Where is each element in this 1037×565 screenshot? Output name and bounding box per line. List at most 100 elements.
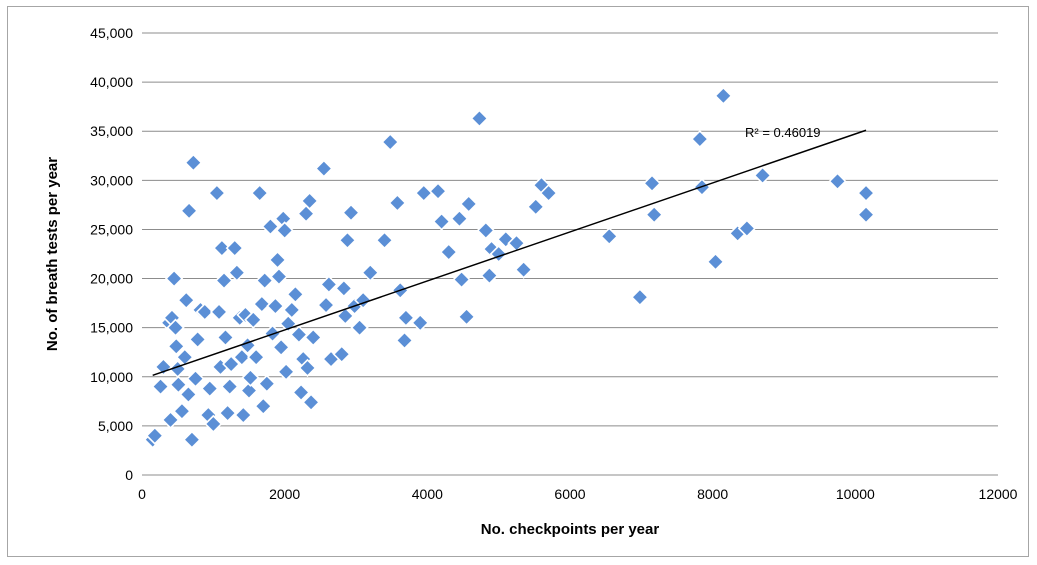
data-point (268, 250, 287, 270)
data-point (222, 354, 241, 374)
data-point (411, 313, 430, 332)
data-point (209, 302, 229, 322)
data-point (214, 271, 234, 290)
x-tick-label: 0 (138, 486, 146, 502)
data-point (276, 362, 296, 381)
y-tick-label: 25,000 (90, 221, 133, 237)
data-point (856, 205, 876, 224)
data-point (514, 260, 533, 279)
data-point (207, 183, 227, 203)
data-point (225, 238, 244, 258)
data-point (338, 231, 357, 250)
data-point (706, 252, 725, 271)
data-point (526, 197, 545, 216)
data-point (172, 402, 192, 421)
data-point (212, 238, 232, 258)
data-point (296, 204, 316, 223)
data-point (450, 209, 469, 228)
data-point (220, 377, 239, 396)
r-squared-label: R² = 0.46019 (745, 125, 821, 140)
y-tick-label: 20,000 (90, 271, 133, 287)
data-point (332, 345, 351, 364)
data-point (200, 379, 219, 398)
data-point (381, 132, 400, 152)
x-axis-ticks: 0 2000 4000 6000 8000 10000 12000 (138, 486, 1018, 502)
y-tick-label: 45,000 (90, 25, 133, 41)
y-tick-label: 35,000 (90, 123, 133, 139)
x-tick-label: 10000 (836, 486, 875, 502)
data-point (275, 221, 294, 240)
data-point (396, 308, 416, 327)
data-points (143, 86, 876, 449)
x-tick-label: 8000 (697, 486, 728, 502)
data-point (291, 383, 311, 402)
x-axis-title: No. checkpoints per year (481, 521, 660, 538)
data-point (714, 86, 733, 105)
data-point (690, 129, 709, 149)
data-point (232, 348, 251, 367)
data-point (179, 201, 199, 220)
data-point (457, 307, 476, 326)
data-point (630, 288, 650, 307)
data-point (334, 279, 354, 298)
data-point (216, 328, 235, 347)
data-point (175, 348, 194, 367)
data-point (439, 242, 458, 262)
data-point (301, 393, 321, 412)
x-tick-label: 6000 (554, 486, 585, 502)
data-point (164, 269, 184, 288)
data-point (218, 403, 237, 423)
data-point (314, 159, 334, 178)
data-point (247, 348, 266, 367)
data-point (476, 221, 495, 240)
data-point (645, 205, 664, 224)
data-point (452, 270, 471, 289)
data-point (257, 374, 276, 393)
data-point (177, 291, 196, 310)
data-point (255, 271, 274, 290)
data-point (300, 191, 319, 211)
data-point (204, 414, 223, 434)
data-point (470, 109, 489, 128)
y-tick-label: 15,000 (90, 320, 133, 336)
data-point (395, 331, 414, 350)
data-point (828, 172, 847, 191)
data-point (244, 310, 263, 329)
data-point (375, 231, 394, 250)
data-point (266, 296, 285, 316)
data-point (341, 203, 361, 222)
data-point (234, 405, 253, 425)
y-axis-ticks: 0 5,000 10,000 15,000 20,000 25,000 30,000 35,0… (90, 25, 133, 483)
data-point (254, 397, 273, 416)
data-point (188, 330, 207, 349)
data-point (282, 300, 301, 320)
y-tick-label: 0 (125, 467, 133, 483)
data-point (316, 295, 336, 315)
data-point (480, 266, 499, 285)
y-tick-label: 5,000 (98, 418, 133, 434)
data-point (414, 183, 433, 203)
data-point (507, 234, 526, 253)
data-point (319, 275, 339, 294)
data-point (227, 263, 247, 282)
y-tick-label: 40,000 (90, 74, 133, 90)
data-point (298, 358, 317, 378)
data-point (184, 153, 203, 172)
data-point (252, 294, 271, 314)
y-axis-title: No. of breath tests per year (44, 157, 61, 351)
data-point (350, 318, 369, 337)
data-point (336, 306, 355, 326)
data-point (186, 369, 205, 388)
data-point (250, 183, 269, 203)
data-point (388, 193, 407, 213)
data-point (151, 377, 170, 396)
data-point (856, 183, 876, 203)
data-point (753, 166, 772, 185)
data-point (154, 357, 173, 377)
data-point (145, 426, 164, 445)
y-tick-label: 10,000 (90, 369, 133, 385)
data-point (182, 430, 202, 449)
data-point (539, 183, 558, 203)
data-point (600, 227, 619, 246)
